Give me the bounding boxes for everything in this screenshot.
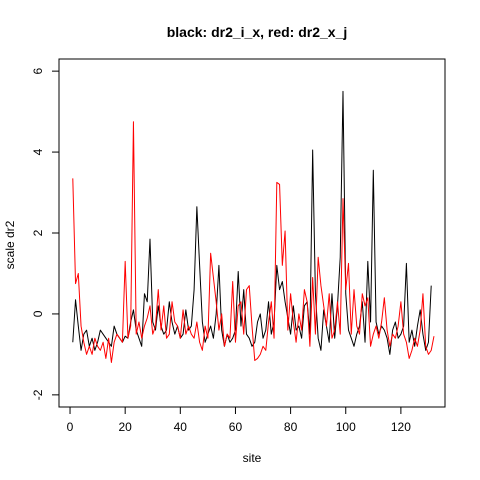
x-axis: 0 20 40 60 80 100 120 (67, 406, 411, 434)
y-tick-label: 2 (31, 229, 45, 236)
x-tick-label: 100 (336, 420, 356, 434)
series-line-2 (72, 121, 435, 363)
plot-frame (58, 58, 446, 408)
x-tick-label: 0 (67, 420, 74, 434)
y-axis-label: scale dr2 (3, 220, 17, 269)
x-tick-label: 60 (229, 420, 243, 434)
x-axis-label: site (243, 451, 262, 465)
series-group (72, 90, 435, 363)
chart-title: black: dr2_i_x, red: dr2_x_j (167, 24, 348, 40)
x-tick-label: 40 (174, 420, 188, 434)
y-axis: -2 0 2 4 6 (31, 67, 60, 400)
y-tick-label: 0 (31, 310, 45, 317)
x-tick-label: 20 (118, 420, 132, 434)
series-line-1 (72, 90, 432, 355)
x-tick-label: 120 (391, 420, 411, 434)
y-tick-label: 4 (31, 148, 45, 155)
x-tick-label: 80 (284, 420, 298, 434)
y-tick-label: 6 (31, 67, 45, 74)
y-tick-label: -2 (31, 389, 45, 400)
